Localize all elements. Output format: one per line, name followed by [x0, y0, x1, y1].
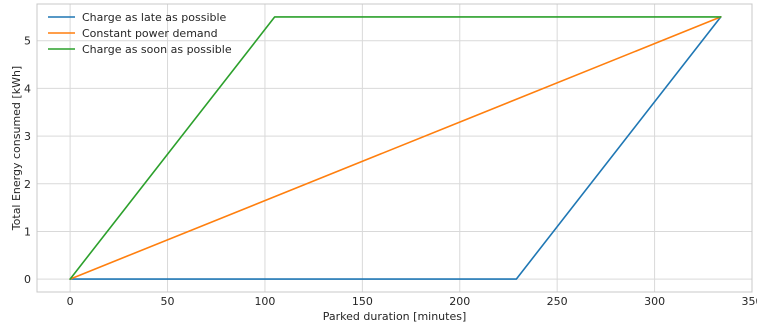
x-tick-label: 250 [547, 295, 568, 308]
y-tick-labels: 0 1 2 3 4 5 [24, 35, 31, 286]
x-tick-label: 100 [254, 295, 275, 308]
legend-item: Charge as late as possible [48, 11, 227, 24]
x-tick-label: 150 [352, 295, 373, 308]
legend-label: Constant power demand [82, 27, 218, 40]
legend-item: Constant power demand [48, 27, 218, 40]
legend-item: Charge as soon as possible [48, 43, 232, 56]
series-layer [69, 16, 722, 280]
y-tick-label: 3 [24, 130, 31, 143]
grid [37, 4, 752, 292]
x-tick-label: 50 [161, 295, 175, 308]
legend: Charge as late as possible Constant power… [48, 11, 232, 56]
x-tick-label: 300 [644, 295, 665, 308]
y-axis-label: Total Energy consumed [kWh] [10, 66, 23, 231]
x-tick-label: 0 [67, 295, 74, 308]
series-line-3 [69, 16, 722, 280]
x-tick-label: 350 [742, 295, 757, 308]
y-tick-label: 0 [24, 273, 31, 286]
series-line-1 [69, 16, 722, 280]
y-tick-label: 1 [24, 225, 31, 238]
x-tick-labels: 0 50 100 150 200 250 300 350 [67, 295, 757, 308]
legend-label: Charge as soon as possible [82, 43, 232, 56]
plot-frame [36, 3, 753, 293]
x-tick-label: 200 [449, 295, 470, 308]
y-tick-label: 2 [24, 178, 31, 191]
series-line-2 [69, 16, 722, 280]
legend-label: Charge as late as possible [82, 11, 227, 24]
y-tick-label: 4 [24, 82, 31, 95]
y-tick-label: 5 [24, 35, 31, 48]
x-axis-label: Parked duration [minutes] [323, 310, 467, 323]
